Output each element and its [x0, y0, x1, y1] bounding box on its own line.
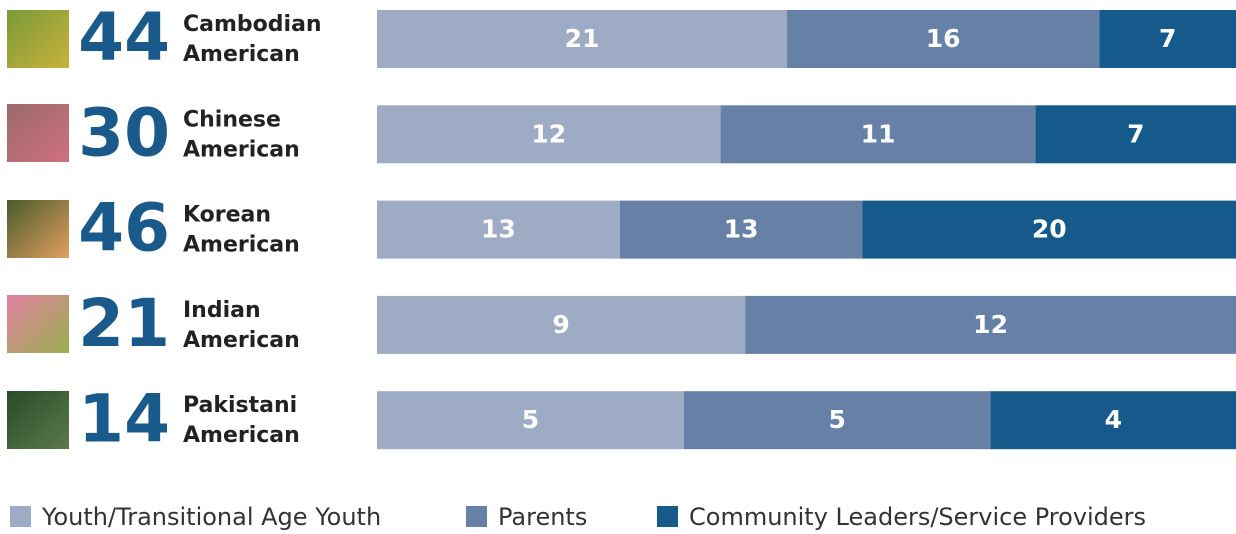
category-label: Indian American	[183, 298, 300, 353]
category-line: American	[183, 423, 300, 448]
legend-swatch	[657, 506, 678, 527]
category-line: Korean	[183, 203, 271, 228]
legend-swatch	[10, 506, 31, 527]
value-label: 7	[1127, 119, 1144, 148]
legend-label: Community Leaders/Service Providers	[689, 503, 1146, 531]
category-label: Pakistani American	[183, 393, 300, 448]
value-label: 12	[973, 310, 1008, 339]
value-label: 21	[565, 24, 600, 53]
chart: 44 Cambodian American 21 16 7 30 Chinese America…	[0, 0, 1236, 534]
category-line: Pakistani	[183, 393, 297, 418]
category-label: Cambodian American	[183, 12, 322, 67]
category-label: Chinese American	[183, 107, 300, 162]
category-label: Korean American	[183, 203, 300, 258]
total: 21	[78, 285, 170, 362]
value-label: 9	[552, 310, 569, 339]
category-line: Indian	[183, 298, 261, 323]
photo	[7, 200, 69, 258]
legend-label: Youth/Transitional Age Youth	[41, 503, 381, 531]
value-label: 16	[926, 24, 961, 53]
value-label: 12	[531, 119, 566, 148]
legend-swatch	[466, 506, 487, 527]
total: 46	[78, 190, 170, 267]
photo	[7, 295, 69, 353]
value-label: 4	[1105, 405, 1122, 434]
category-line: American	[183, 328, 300, 353]
value-label: 5	[522, 405, 539, 434]
total: 14	[78, 380, 170, 457]
category-line: Chinese	[183, 107, 281, 132]
category-line: American	[183, 137, 300, 162]
category-line: American	[183, 42, 300, 67]
value-label: 20	[1032, 215, 1067, 244]
photo	[7, 391, 69, 449]
value-label: 7	[1159, 24, 1176, 53]
photo	[7, 10, 69, 68]
legend-label: Parents	[498, 503, 587, 531]
category-line: Cambodian	[183, 12, 322, 37]
value-label: 13	[724, 215, 759, 244]
value-label: 11	[861, 119, 896, 148]
photo	[7, 104, 69, 162]
total: 44	[78, 0, 170, 76]
total: 30	[78, 94, 170, 171]
category-line: American	[183, 233, 300, 258]
value-label: 5	[828, 405, 845, 434]
photos	[7, 10, 69, 449]
value-label: 13	[481, 215, 516, 244]
